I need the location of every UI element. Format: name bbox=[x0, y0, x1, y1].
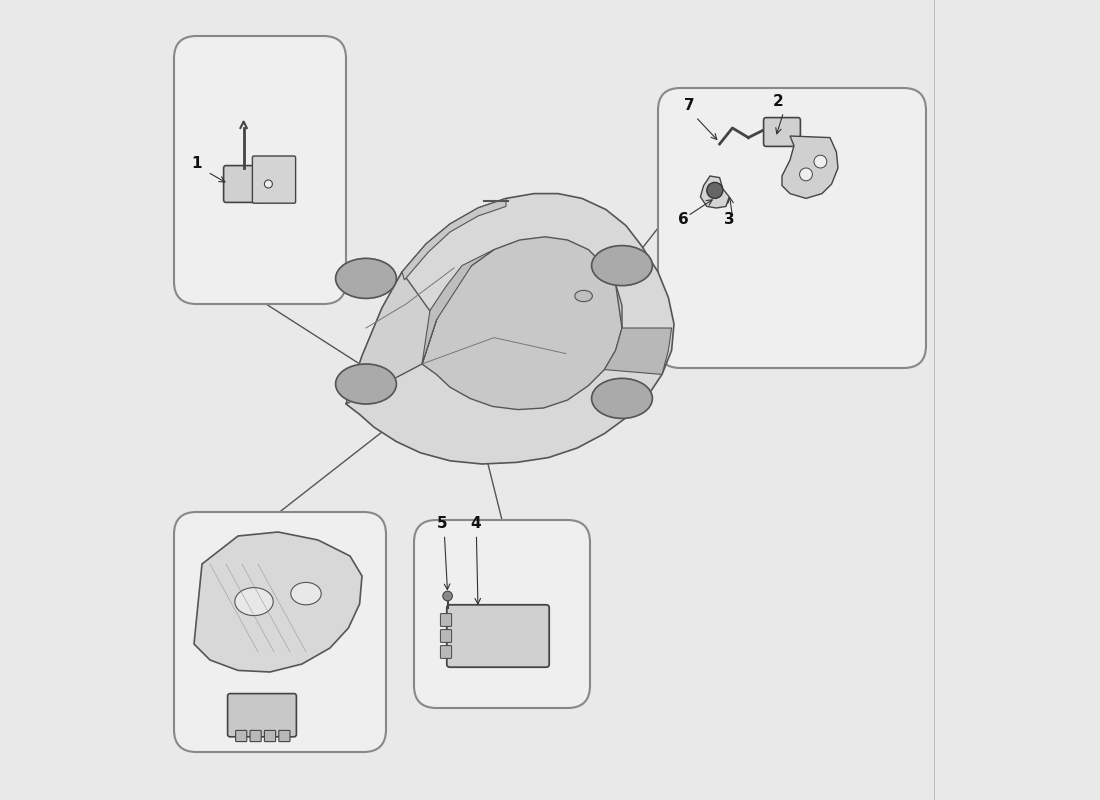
Text: 3: 3 bbox=[725, 212, 735, 227]
Ellipse shape bbox=[592, 246, 652, 286]
Ellipse shape bbox=[592, 378, 652, 418]
Text: 6: 6 bbox=[678, 212, 689, 227]
PathPatch shape bbox=[402, 198, 506, 280]
FancyBboxPatch shape bbox=[228, 694, 296, 737]
Ellipse shape bbox=[290, 582, 321, 605]
Text: 2: 2 bbox=[772, 94, 783, 109]
Text: 5: 5 bbox=[437, 516, 447, 531]
PathPatch shape bbox=[604, 328, 672, 374]
Polygon shape bbox=[701, 176, 729, 208]
FancyBboxPatch shape bbox=[414, 520, 590, 708]
PathPatch shape bbox=[346, 194, 674, 464]
FancyBboxPatch shape bbox=[174, 36, 346, 304]
PathPatch shape bbox=[782, 136, 838, 198]
PathPatch shape bbox=[422, 237, 622, 410]
FancyBboxPatch shape bbox=[440, 614, 452, 626]
Ellipse shape bbox=[264, 180, 273, 188]
FancyBboxPatch shape bbox=[235, 730, 246, 742]
Circle shape bbox=[707, 182, 723, 198]
FancyBboxPatch shape bbox=[223, 166, 264, 202]
FancyBboxPatch shape bbox=[264, 730, 276, 742]
Text: 4: 4 bbox=[470, 516, 481, 531]
FancyBboxPatch shape bbox=[252, 156, 296, 203]
FancyBboxPatch shape bbox=[278, 730, 290, 742]
Ellipse shape bbox=[814, 155, 827, 168]
Ellipse shape bbox=[336, 258, 396, 298]
Circle shape bbox=[443, 591, 452, 601]
FancyBboxPatch shape bbox=[250, 730, 261, 742]
PathPatch shape bbox=[346, 272, 437, 404]
Ellipse shape bbox=[575, 290, 593, 302]
PathPatch shape bbox=[422, 250, 494, 364]
Ellipse shape bbox=[800, 168, 813, 181]
FancyBboxPatch shape bbox=[447, 605, 549, 667]
Text: 7: 7 bbox=[684, 98, 695, 114]
PathPatch shape bbox=[194, 532, 362, 672]
FancyBboxPatch shape bbox=[174, 512, 386, 752]
FancyBboxPatch shape bbox=[440, 646, 452, 658]
Text: 1: 1 bbox=[191, 156, 202, 171]
FancyBboxPatch shape bbox=[658, 88, 926, 368]
Ellipse shape bbox=[234, 587, 273, 616]
FancyBboxPatch shape bbox=[440, 630, 452, 642]
FancyBboxPatch shape bbox=[763, 118, 801, 146]
Ellipse shape bbox=[336, 364, 396, 404]
